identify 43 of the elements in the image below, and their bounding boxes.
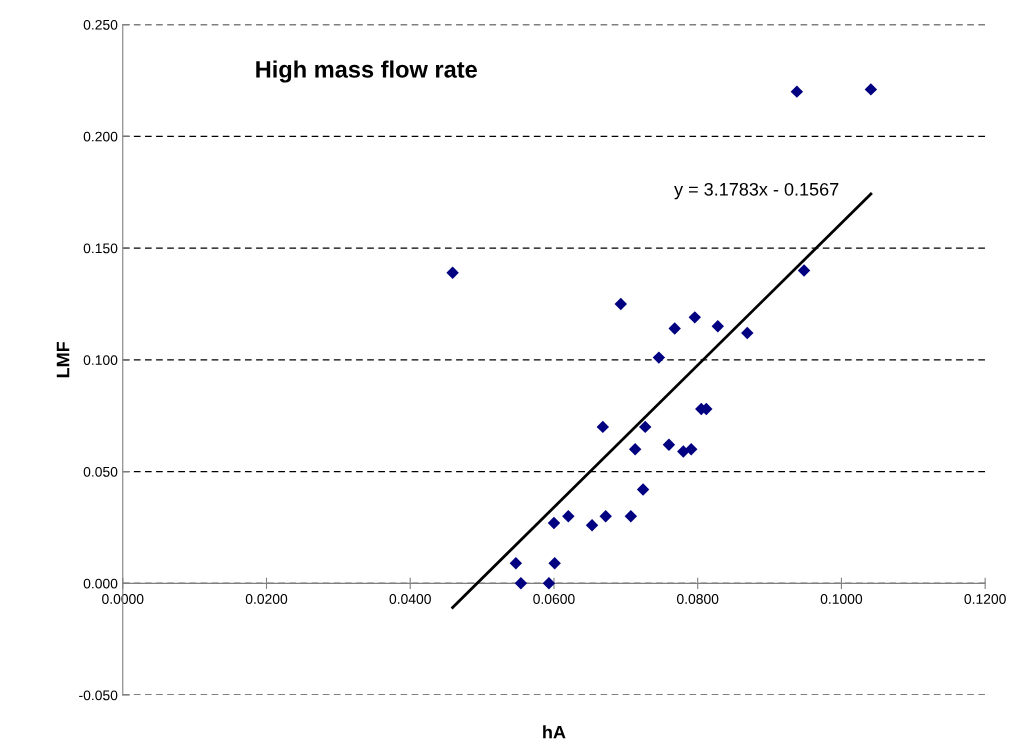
x-tick-label: 0.0600 — [533, 594, 575, 604]
x-tick-label: 0.1200 — [964, 594, 1006, 604]
point — [711, 320, 725, 333]
point — [685, 443, 698, 456]
point — [446, 266, 459, 279]
point — [624, 510, 638, 523]
point — [639, 420, 652, 434]
point — [562, 510, 575, 523]
annotation: y = 3.1783x - 0.1567 — [674, 182, 839, 200]
y-tick-label: 0.150 — [83, 243, 118, 254]
x-tick-label: 0.0000 — [102, 594, 144, 604]
point — [688, 311, 702, 324]
point — [628, 443, 642, 456]
y-tick-label: 0.200 — [83, 131, 118, 142]
point — [668, 322, 681, 335]
point — [741, 326, 754, 340]
point — [636, 483, 650, 496]
point — [790, 85, 804, 98]
y-axis-title: LMF — [56, 341, 70, 378]
x-tick-label: 0.0400 — [389, 594, 431, 604]
point — [542, 577, 556, 590]
y-tick-label: 0.000 — [83, 578, 118, 589]
x-tick-label: 0.0800 — [676, 594, 719, 604]
point — [614, 297, 627, 311]
x-tick-label: 0.0200 — [245, 594, 288, 604]
point — [652, 351, 666, 364]
point — [864, 83, 878, 96]
point — [662, 438, 676, 451]
x-tick-label: 0.1000 — [820, 594, 863, 604]
x-axis-title: hA — [543, 725, 566, 739]
y-tick-label: 0.250 — [83, 19, 118, 30]
point — [547, 516, 561, 530]
y-tick-label: 0.100 — [83, 355, 118, 365]
point — [585, 519, 599, 532]
point — [797, 264, 811, 277]
y-tick-label: -0.050 — [79, 690, 118, 701]
text: High mass flow rate — [256, 60, 477, 83]
point — [514, 577, 528, 590]
point — [599, 510, 612, 523]
y-tick-label: 0.050 — [83, 466, 118, 477]
point — [509, 557, 523, 570]
point — [548, 557, 561, 570]
point — [596, 420, 610, 434]
